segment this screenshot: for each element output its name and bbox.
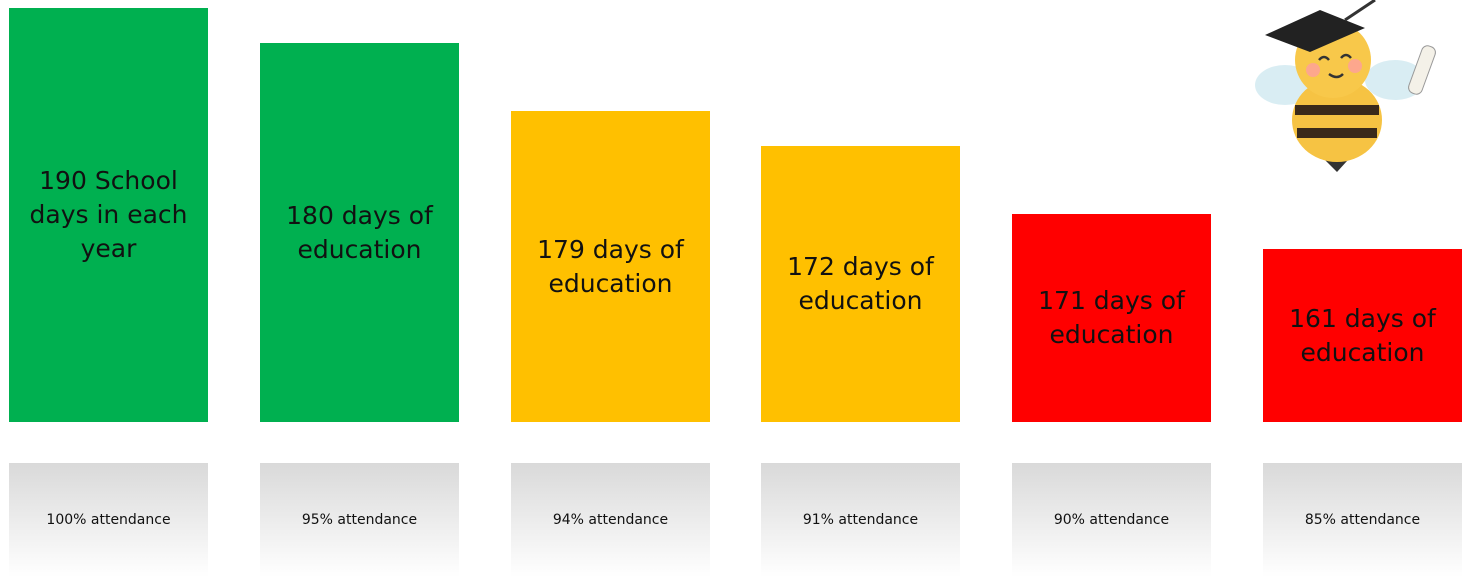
attendance-box: 85% attendance	[1263, 463, 1462, 577]
bar-label: 171 days of education	[1027, 284, 1197, 352]
bar: 179 days of education	[511, 111, 710, 422]
bar-label: 172 days of education	[776, 250, 946, 318]
bar: 161 days of education	[1263, 249, 1462, 422]
bee-icon	[1245, 0, 1445, 180]
bar-label: 190 School days in each year	[24, 164, 194, 266]
bar-label: 179 days of education	[526, 233, 696, 301]
bar-label: 180 days of education	[275, 199, 445, 267]
attendance-box: 100% attendance	[9, 463, 208, 577]
attendance-box: 94% attendance	[511, 463, 710, 577]
bar: 172 days of education	[761, 146, 960, 422]
attendance-box: 95% attendance	[260, 463, 459, 577]
bar: 171 days of education	[1012, 214, 1211, 422]
bar: 180 days of education	[260, 43, 459, 422]
attendance-box: 90% attendance	[1012, 463, 1211, 577]
bar: 190 School days in each year	[9, 8, 208, 422]
attendance-box: 91% attendance	[761, 463, 960, 577]
page: 190 School days in each year 180 days of…	[0, 0, 1465, 577]
bar-label: 161 days of education	[1278, 302, 1448, 370]
